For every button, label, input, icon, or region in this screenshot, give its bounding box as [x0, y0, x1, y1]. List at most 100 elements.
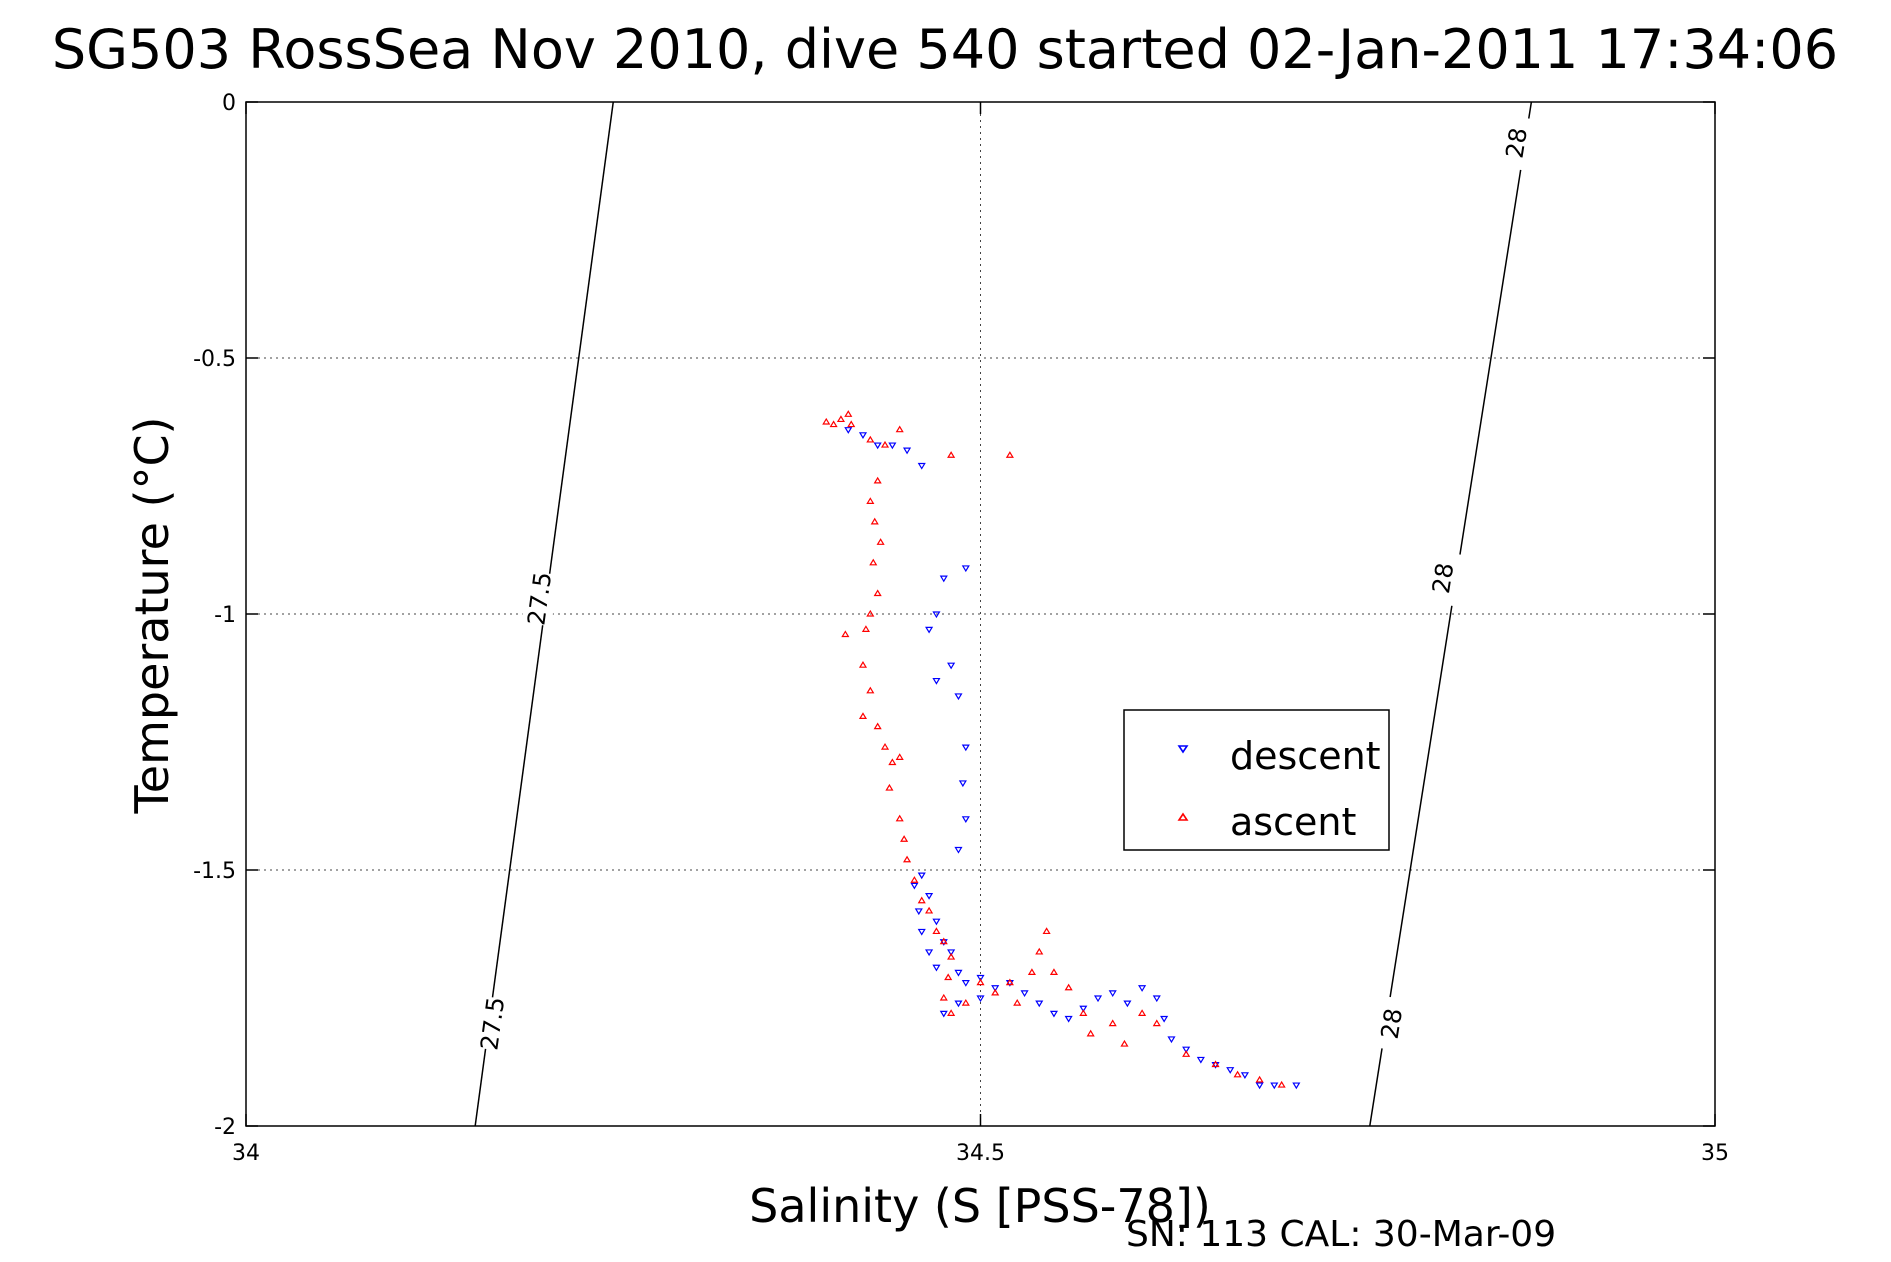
- ascent-point: [1138, 1009, 1147, 1016]
- descent-point: [961, 816, 970, 823]
- descent-point: [1138, 985, 1147, 992]
- ascent-point: [917, 896, 926, 904]
- descent-point: [910, 882, 919, 890]
- descent-point: [925, 949, 934, 957]
- y-tick-label: -2: [214, 1115, 236, 1140]
- ascent-point: [873, 722, 882, 730]
- ascent-point: [876, 538, 885, 545]
- descent-point: [1160, 1015, 1169, 1023]
- ascent-point: [947, 1009, 956, 1016]
- density-contour-label-bg: [1424, 550, 1463, 607]
- data-points: [822, 410, 1301, 1090]
- ascent-point: [847, 420, 856, 428]
- ascent-point: [1027, 968, 1036, 975]
- x-tick-label: 34: [232, 1141, 260, 1166]
- density-contour-label-bg: [521, 570, 559, 627]
- ascent-point: [888, 758, 897, 766]
- ascent-point: [861, 625, 870, 632]
- chart-title: SG503 RossSea Nov 2010, dive 540 started…: [52, 18, 1838, 81]
- descent-point: [961, 565, 970, 573]
- ascent-point: [870, 517, 879, 525]
- descent-point: [914, 908, 923, 916]
- descent-point: [932, 964, 941, 972]
- descent-point: [954, 693, 963, 701]
- ascent-point: [976, 978, 985, 986]
- ascent-point: [836, 415, 846, 423]
- series-descent: [844, 427, 1301, 1090]
- descent-point: [1035, 1000, 1044, 1008]
- ascent-point: [880, 440, 890, 448]
- density-contour-label: 28: [1500, 126, 1532, 161]
- descent-point: [976, 995, 985, 1003]
- descent-point: [932, 611, 941, 619]
- descent-point: [939, 575, 948, 583]
- descent-point: [1182, 1046, 1191, 1054]
- descent-point: [917, 928, 926, 936]
- ascent-point: [932, 927, 941, 935]
- y-tick-label: -1: [214, 603, 236, 628]
- density-contour-label-bg: [474, 995, 512, 1052]
- ascent-point: [866, 435, 875, 443]
- descent-point: [888, 442, 897, 450]
- y-axis-label: Temperature (°C): [125, 416, 179, 814]
- y-tick-label: -0.5: [193, 347, 236, 372]
- ascent-point: [1049, 968, 1059, 975]
- x-tick-label: 34.5: [956, 1141, 1005, 1166]
- ascent-point: [873, 589, 882, 597]
- ascent-point: [947, 451, 956, 458]
- descent-point: [1167, 1036, 1176, 1044]
- ascent-point: [841, 630, 850, 638]
- descent-point: [1064, 1015, 1073, 1023]
- y-tick-label: -1.5: [193, 859, 236, 884]
- descent-point: [932, 677, 941, 685]
- descent-point: [932, 918, 941, 926]
- legend-ascent-marker: [1177, 812, 1189, 821]
- descent-point: [1123, 1000, 1132, 1008]
- descent-point: [858, 432, 868, 439]
- descent-point: [1226, 1067, 1235, 1074]
- ascent-point: [873, 476, 882, 484]
- ascent-point: [961, 998, 970, 1006]
- descent-point: [954, 969, 963, 977]
- density-contour-label: 28: [1376, 1006, 1408, 1041]
- ascent-point: [925, 906, 934, 914]
- ascent-point: [1005, 978, 1014, 986]
- descent-point: [1020, 990, 1029, 998]
- descent-point: [1292, 1082, 1301, 1090]
- descent-point: [961, 980, 970, 987]
- ascent-point: [1064, 983, 1073, 991]
- descent-point: [939, 1010, 948, 1018]
- ascent-point: [939, 993, 948, 1001]
- descent-point: [961, 744, 970, 752]
- legend-descent-marker: [1177, 745, 1189, 754]
- ascent-point: [1255, 1075, 1264, 1083]
- descent-point: [925, 626, 934, 634]
- ascent-point: [944, 973, 953, 981]
- ascent-point: [1182, 1050, 1191, 1057]
- ascent-point: [910, 876, 919, 883]
- series-ascent: [822, 410, 1286, 1088]
- ascent-point: [1042, 927, 1051, 935]
- ascent-point: [885, 783, 894, 791]
- ascent-point: [1277, 1080, 1286, 1088]
- descent-point: [873, 442, 882, 450]
- ascent-point: [822, 417, 831, 425]
- descent-point: [1093, 995, 1103, 1003]
- ascent-point: [900, 835, 909, 842]
- ascent-point: [866, 497, 875, 504]
- descent-point: [1240, 1072, 1249, 1079]
- legend-box: [1123, 709, 1390, 851]
- density-contour-label: 28: [1427, 561, 1459, 596]
- ascent-point: [844, 410, 853, 417]
- x-tick-label: 35: [1701, 1141, 1729, 1166]
- ascent-point: [1233, 1070, 1242, 1078]
- ascent-point: [866, 686, 875, 694]
- ascent-point: [858, 661, 868, 668]
- ascent-point: [880, 742, 890, 750]
- ascent-point: [869, 558, 878, 566]
- descent-point: [844, 427, 853, 434]
- legend-descent-label: descent: [1230, 734, 1381, 778]
- axis-ticks: 34 34.5 35 0 -0.5 -1 -1.5 -2: [193, 91, 1729, 1166]
- ascent-point: [991, 988, 1000, 996]
